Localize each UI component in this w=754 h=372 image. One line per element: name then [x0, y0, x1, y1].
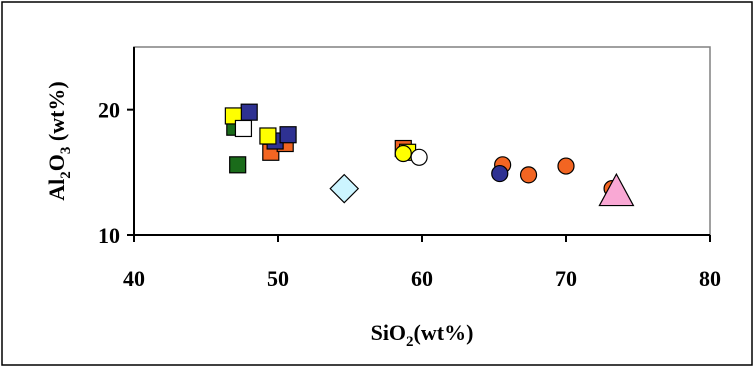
x-tick-label: 40: [123, 266, 145, 291]
data-point-square: [234, 119, 253, 138]
data-point-square: [229, 156, 247, 174]
data-point-circle: [519, 166, 538, 184]
plot-area: [133, 46, 711, 236]
x-axis-label: SiO2(wt%): [371, 320, 474, 350]
x-tick-label: 80: [699, 266, 721, 291]
x-tick-label: 50: [267, 266, 289, 291]
data-point-triangle: [598, 172, 635, 207]
y-tick-label: 10: [98, 223, 120, 248]
data-point-circle: [394, 144, 412, 163]
data-point-square: [259, 127, 277, 145]
y-axis-label: Al2O3 (wt%): [44, 81, 74, 201]
data-point-square: [279, 126, 297, 144]
data-points: [224, 103, 635, 207]
data-point-diamond: [329, 173, 360, 204]
y-tick-label: 20: [98, 98, 120, 123]
x-tick-label: 60: [411, 266, 433, 291]
axes: 40 50 60 70 80 10 20: [98, 47, 721, 291]
data-point-circle: [557, 157, 575, 175]
data-point-square: [240, 103, 258, 121]
data-point-circle: [491, 164, 509, 183]
x-tick-label: 70: [555, 266, 577, 291]
data-point-circle: [410, 148, 428, 166]
